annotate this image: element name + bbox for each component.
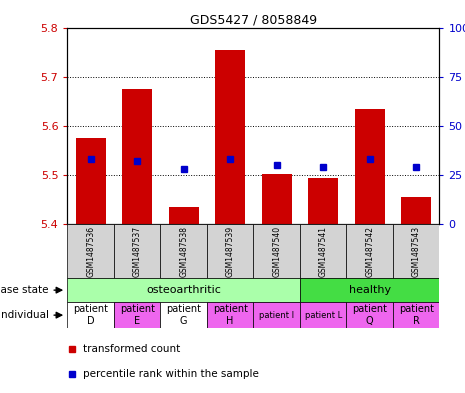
Text: GSM1487536: GSM1487536 bbox=[86, 226, 95, 277]
Text: GSM1487538: GSM1487538 bbox=[179, 226, 188, 277]
Text: individual: individual bbox=[0, 310, 48, 320]
Bar bbox=[393, 302, 439, 328]
Bar bbox=[393, 224, 439, 278]
Bar bbox=[114, 302, 160, 328]
Bar bbox=[300, 278, 439, 302]
Bar bbox=[207, 302, 253, 328]
Text: GSM1487543: GSM1487543 bbox=[412, 226, 421, 277]
Bar bbox=[168, 207, 199, 224]
Bar bbox=[308, 178, 338, 224]
Bar bbox=[253, 224, 300, 278]
Text: patient
G: patient G bbox=[166, 304, 201, 326]
Bar bbox=[122, 89, 152, 224]
Bar bbox=[114, 224, 160, 278]
Bar bbox=[215, 50, 245, 224]
Bar bbox=[300, 224, 346, 278]
Text: osteoarthritic: osteoarthritic bbox=[146, 285, 221, 295]
Text: percentile rank within the sample: percentile rank within the sample bbox=[83, 369, 259, 379]
Text: patient
R: patient R bbox=[399, 304, 434, 326]
Bar bbox=[160, 224, 207, 278]
Bar bbox=[354, 108, 385, 224]
Title: GDS5427 / 8058849: GDS5427 / 8058849 bbox=[190, 13, 317, 26]
Text: GSM1487537: GSM1487537 bbox=[133, 226, 142, 277]
Bar bbox=[207, 224, 253, 278]
Bar bbox=[261, 174, 292, 224]
Text: patient
H: patient H bbox=[213, 304, 248, 326]
Bar bbox=[75, 138, 106, 224]
Text: patient
Q: patient Q bbox=[352, 304, 387, 326]
Bar bbox=[253, 302, 300, 328]
Text: GSM1487540: GSM1487540 bbox=[272, 226, 281, 277]
Bar bbox=[67, 302, 114, 328]
Text: GSM1487541: GSM1487541 bbox=[319, 226, 328, 277]
Bar bbox=[67, 224, 114, 278]
Bar bbox=[401, 197, 431, 224]
Bar bbox=[67, 278, 300, 302]
Bar bbox=[300, 302, 346, 328]
Bar bbox=[346, 302, 393, 328]
Text: healthy: healthy bbox=[349, 285, 391, 295]
Text: transformed count: transformed count bbox=[83, 344, 180, 354]
Text: GSM1487539: GSM1487539 bbox=[226, 226, 235, 277]
Text: patient L: patient L bbox=[305, 310, 342, 320]
Text: disease state: disease state bbox=[0, 285, 48, 295]
Text: patient
E: patient E bbox=[120, 304, 155, 326]
Text: patient
D: patient D bbox=[73, 304, 108, 326]
Bar bbox=[160, 302, 207, 328]
Bar bbox=[346, 224, 393, 278]
Text: patient I: patient I bbox=[259, 310, 294, 320]
Text: GSM1487542: GSM1487542 bbox=[365, 226, 374, 277]
